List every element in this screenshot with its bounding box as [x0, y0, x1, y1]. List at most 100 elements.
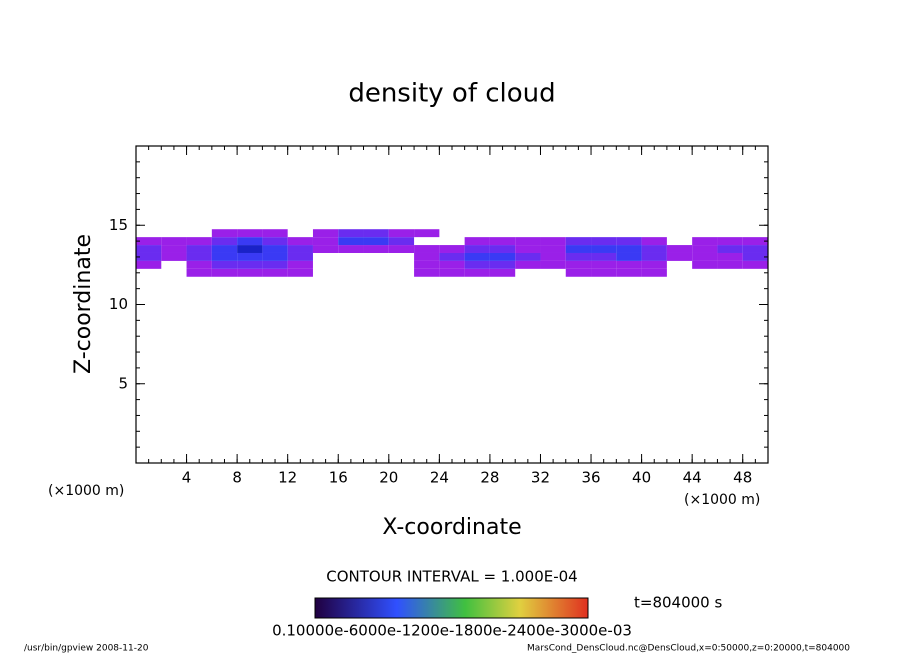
- density-cell: [565, 245, 592, 253]
- density-cell: [161, 245, 187, 253]
- density-cell: [742, 260, 768, 269]
- density-cell: [414, 252, 440, 261]
- density-cell: [161, 237, 187, 246]
- density-cell: [211, 260, 238, 269]
- density-cell: [363, 229, 389, 238]
- footer: MarsCond_DensCloud.nc@DensCloud,x=0:5000…: [527, 644, 850, 654]
- density-cell: [616, 252, 642, 261]
- density-cell: [363, 237, 389, 246]
- density-cell: [262, 252, 288, 261]
- density-cell: [161, 252, 187, 261]
- density-cell: [211, 237, 238, 246]
- density-cell: [237, 268, 263, 277]
- density-cell: [641, 237, 667, 246]
- density-cell: [439, 252, 465, 261]
- y-axis-label: Z-coordinate: [71, 234, 96, 374]
- density-cell: [388, 245, 415, 253]
- density-cell: [136, 237, 162, 246]
- density-cell: [591, 245, 617, 253]
- density-cell: [641, 252, 667, 261]
- density-cell: [338, 245, 364, 253]
- density-cell: [262, 260, 288, 269]
- x-tick-label: 48: [733, 469, 752, 487]
- density-cell: [565, 260, 592, 269]
- density-cell: [515, 237, 541, 246]
- density-cell: [742, 237, 768, 246]
- density-cell: [540, 260, 566, 269]
- density-cell: [666, 252, 693, 261]
- density-cell: [464, 260, 490, 269]
- density-cell: [489, 268, 516, 277]
- density-cell: [439, 260, 465, 269]
- density-cell: [338, 229, 364, 238]
- density-cell: [211, 245, 238, 253]
- density-cell: [287, 268, 313, 277]
- density-cell: [414, 260, 440, 269]
- density-cell: [439, 268, 465, 277]
- x-tick-label: 40: [632, 469, 651, 487]
- density-cell: [565, 252, 592, 261]
- density-cell: [616, 260, 642, 269]
- density-cell: [287, 252, 313, 261]
- x-tick-label: 44: [683, 469, 702, 487]
- density-cell: [540, 237, 566, 246]
- density-cell: [312, 229, 339, 238]
- density-cell: [186, 260, 212, 269]
- density-cell: [287, 237, 313, 246]
- x-axis-label: X-coordinate: [382, 515, 521, 540]
- density-cell: [464, 245, 490, 253]
- density-cell: [237, 252, 263, 261]
- density-cell: [717, 237, 743, 246]
- plot-frame: [135, 145, 769, 464]
- density-cell: [591, 268, 617, 277]
- density-cell: [489, 260, 516, 269]
- x-unit: (×1000 m): [684, 492, 760, 508]
- density-cell: [414, 229, 440, 238]
- density-cell: [464, 237, 490, 246]
- footer: /usr/bin/gpview 2008-11-20: [24, 644, 149, 654]
- density-cell: [692, 252, 718, 261]
- density-cell: [616, 237, 642, 246]
- density-cell: [439, 245, 465, 253]
- density-cell: [742, 245, 768, 253]
- density-cell: [591, 252, 617, 261]
- density-cell: [717, 245, 743, 253]
- density-cell: [186, 252, 212, 261]
- density-cell: [641, 260, 667, 269]
- density-cell: [692, 260, 718, 269]
- density-cell: [641, 268, 667, 277]
- density-cell: [186, 268, 212, 277]
- density-cell: [616, 245, 642, 253]
- density-cell: [742, 252, 768, 261]
- density-cell: [388, 229, 415, 238]
- density-cell: [515, 245, 541, 253]
- density-cell: [186, 245, 212, 253]
- density-cell: [262, 268, 288, 277]
- density-cell: [515, 252, 541, 261]
- x-tick-label: 32: [531, 469, 550, 487]
- y-tick-label: 5: [118, 374, 128, 392]
- y-tick-label: 15: [109, 216, 128, 234]
- density-cell: [211, 252, 238, 261]
- density-cell: [565, 237, 592, 246]
- density-cell: [464, 252, 490, 261]
- x-tick-label: 36: [581, 469, 600, 487]
- density-cell: [312, 237, 339, 246]
- density-cell: [616, 268, 642, 277]
- density-cell: [591, 260, 617, 269]
- density-cell: [388, 237, 415, 246]
- density-cell: [237, 245, 263, 253]
- density-cell: [237, 237, 263, 246]
- density-cell: [692, 237, 718, 246]
- colorbar-label: 0.10000e-6000e-1200e-1800e-2400e-3000e-0…: [272, 622, 632, 640]
- density-cell: [489, 237, 516, 246]
- x-tick-label: 4: [182, 469, 192, 487]
- density-cell: [262, 237, 288, 246]
- density-cell: [136, 245, 162, 253]
- time-label: t=804000 s: [634, 594, 722, 612]
- density-cell: [237, 229, 263, 238]
- x-tick-label: 28: [480, 469, 499, 487]
- x-unit: (×1000 m): [48, 483, 124, 499]
- chart-title: density of cloud: [348, 79, 555, 109]
